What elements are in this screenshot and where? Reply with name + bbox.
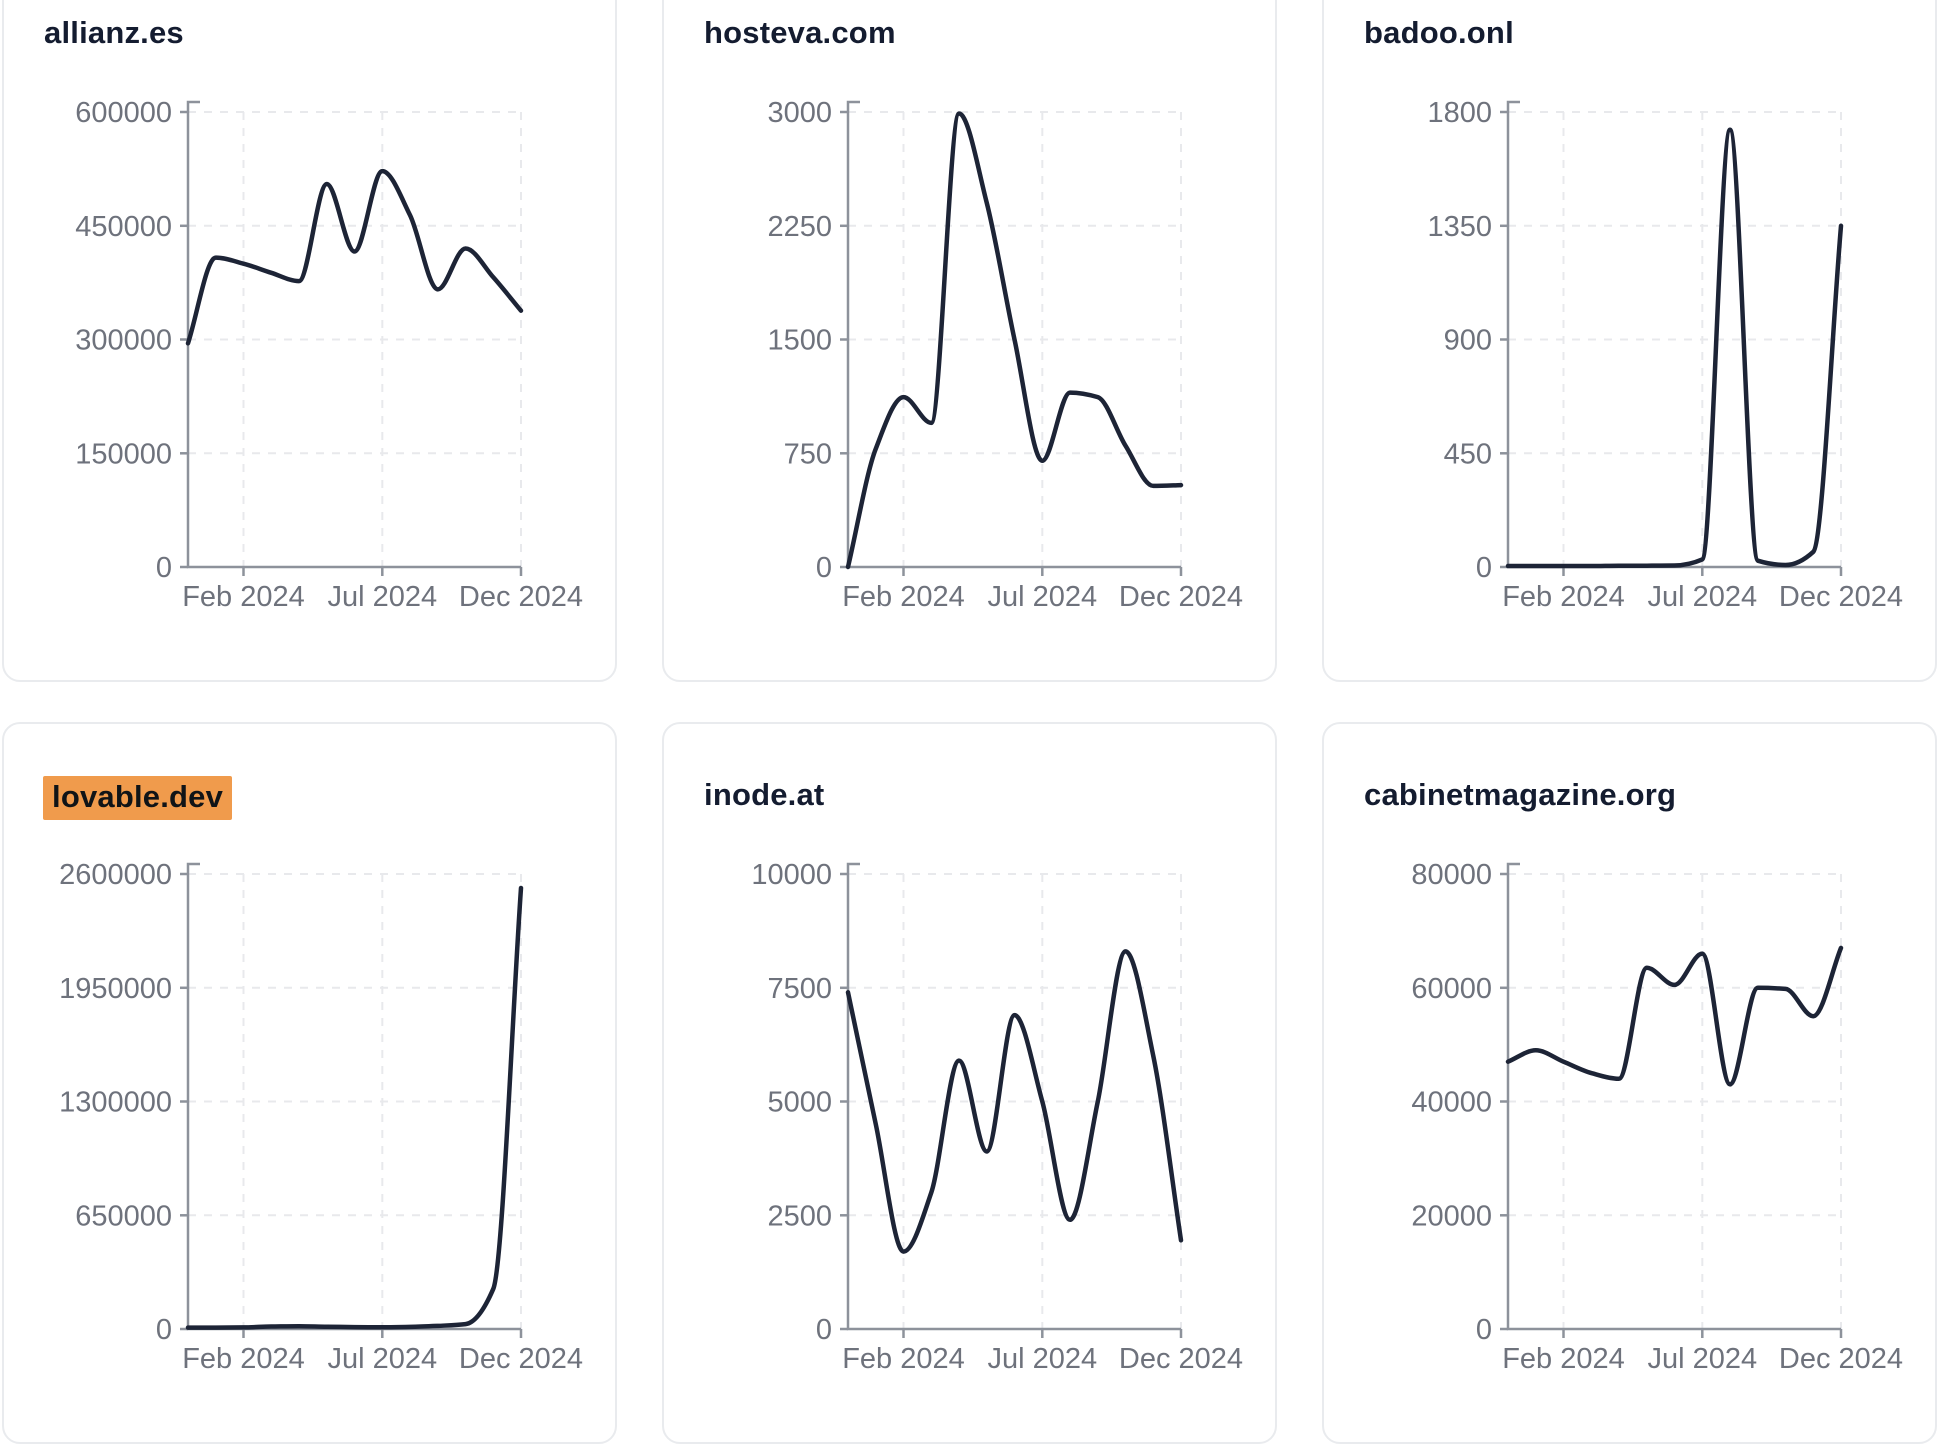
chart-title-text: allianz.es [44,15,184,50]
x-tick-label: Jul 2024 [327,581,437,613]
chart-card: hosteva.com 0 750 1500 2250 3000 Feb 2024 Jul … [662,0,1277,682]
x-tick-label: Dec 2024 [459,581,583,613]
y-tick-label: 450000 [75,211,172,243]
line-chart: 0 450 900 1350 1800 Feb 2024 Jul 2024 Dec 2024 [1427,97,1903,613]
y-tick-label: 3000 [767,97,832,129]
chart-card: badoo.onl 0 450 900 1350 1800 Feb 2024 Jul 202… [1322,0,1937,682]
y-tick-label: 300000 [75,325,172,357]
y-tick-label: 0 [1476,552,1492,584]
line-chart: 0 20000 40000 60000 80000 Feb 2024 Jul 2024 Dec… [1411,859,1903,1375]
gridlines [1508,873,1842,1329]
chart-card: inode.at 0 2500 5000 7500 10000 Feb 2024 Jul 2… [662,722,1277,1444]
y-tick-label: 650000 [75,1200,172,1232]
axes [180,100,523,576]
y-tick-label: 0 [156,552,172,584]
y-tick-label: 1300000 [59,1087,172,1119]
y-tick-label: 0 [1476,1314,1492,1346]
line-chart: 0 650000 1300000 1950000 2600000 Feb 2024 Jul … [59,859,583,1375]
line-chart: 0 2500 5000 7500 10000 Feb 2024 Jul 2024 Dec 20… [751,859,1243,1375]
series-line [185,168,524,346]
y-tick-label: 1350 [1427,211,1492,243]
y-tick-label: 2600000 [59,859,172,891]
y-tick-label: 150000 [75,438,172,470]
x-tick-label: Feb 2024 [1502,581,1625,613]
y-tick-label: 750 [784,438,832,470]
x-tick-label: Feb 2024 [842,581,965,613]
y-tick-label: 2250 [767,211,832,243]
axes [1500,862,1843,1338]
x-tick-label: Dec 2024 [1779,1343,1903,1375]
y-tick-label: 10000 [751,859,832,891]
y-tick-label: 7500 [767,973,832,1005]
x-tick-label: Jul 2024 [987,581,1097,613]
tick-labels: 0 2500 5000 7500 10000 Feb 2024 Jul 2024 Dec 20… [751,859,1243,1375]
chart-title-text: badoo.onl [1364,15,1514,50]
y-tick-label: 600000 [75,97,172,129]
y-tick-label: 1800 [1427,97,1492,129]
series-line [185,885,524,1330]
chart-title: cabinetmagazine.org [1364,776,1676,814]
series-line [845,111,1184,570]
gridlines [188,111,522,567]
series-line [1505,127,1844,569]
series-line [1505,945,1844,1087]
chart-card: lovable.dev 0 650000 1300000 1950000 2600000… [2,722,617,1444]
x-tick-label: Dec 2024 [1119,581,1243,613]
x-tick-label: Dec 2024 [1779,581,1903,613]
x-tick-label: Jul 2024 [1647,581,1757,613]
tick-labels: 0 650000 1300000 1950000 2600000 Feb 2024 Jul … [59,859,583,1375]
x-tick-label: Jul 2024 [987,1343,1097,1375]
gridlines [848,873,1182,1329]
tick-labels: 0 150000 300000 450000 600000 Feb 2024 Jul 202… [75,97,583,613]
y-tick-label: 2500 [767,1200,832,1232]
x-tick-label: Jul 2024 [1647,1343,1757,1375]
chart-title: inode.at [704,776,824,814]
gridlines [1508,111,1842,567]
chart-title: badoo.onl [1364,14,1514,52]
x-tick-label: Dec 2024 [1119,1343,1243,1375]
chart-title: lovable.dev [43,776,233,820]
y-tick-label: 450 [1444,438,1492,470]
axes [840,100,1183,576]
y-tick-label: 40000 [1411,1087,1492,1119]
x-tick-label: Feb 2024 [1502,1343,1625,1375]
series-line [845,949,1184,1254]
chart-title-text: inode.at [704,777,825,812]
y-tick-label: 80000 [1411,859,1492,891]
tick-labels: 0 450 900 1350 1800 Feb 2024 Jul 2024 Dec 2024 [1427,97,1903,613]
chart-title-text: cabinetmagazine.org [1364,777,1677,812]
y-tick-label: 60000 [1411,973,1492,1005]
x-tick-label: Feb 2024 [182,581,305,613]
x-tick-label: Feb 2024 [842,1343,965,1375]
x-tick-label: Jul 2024 [327,1343,437,1375]
tick-labels: 0 20000 40000 60000 80000 Feb 2024 Jul 2024 Dec… [1411,859,1903,1375]
x-tick-label: Dec 2024 [459,1343,583,1375]
gridlines [188,873,522,1329]
y-tick-label: 900 [1444,325,1492,357]
y-tick-label: 0 [156,1314,172,1346]
y-tick-label: 5000 [767,1087,832,1119]
y-tick-label: 1500 [767,325,832,357]
tick-labels: 0 750 1500 2250 3000 Feb 2024 Jul 2024 Dec 2024 [767,97,1243,613]
chart-card: cabinetmagazine.org 0 20000 40000 60000 8000… [1322,722,1937,1444]
chart-title: hosteva.com [704,14,896,52]
x-tick-label: Feb 2024 [182,1343,305,1375]
chart-card: allianz.es 0 150000 300000 450000 600000 Feb … [2,0,617,682]
chart-title-text: hosteva.com [704,15,896,50]
axes [840,862,1183,1338]
y-tick-label: 0 [816,1314,832,1346]
y-tick-label: 0 [816,552,832,584]
line-chart: 0 150000 300000 450000 600000 Feb 2024 Jul 202… [75,97,583,613]
line-chart: 0 750 1500 2250 3000 Feb 2024 Jul 2024 Dec 2024 [767,97,1243,613]
y-tick-label: 1950000 [59,973,172,1005]
chart-title: allianz.es [44,14,184,52]
y-tick-label: 20000 [1411,1200,1492,1232]
chart-title-text: lovable.dev [43,776,233,820]
